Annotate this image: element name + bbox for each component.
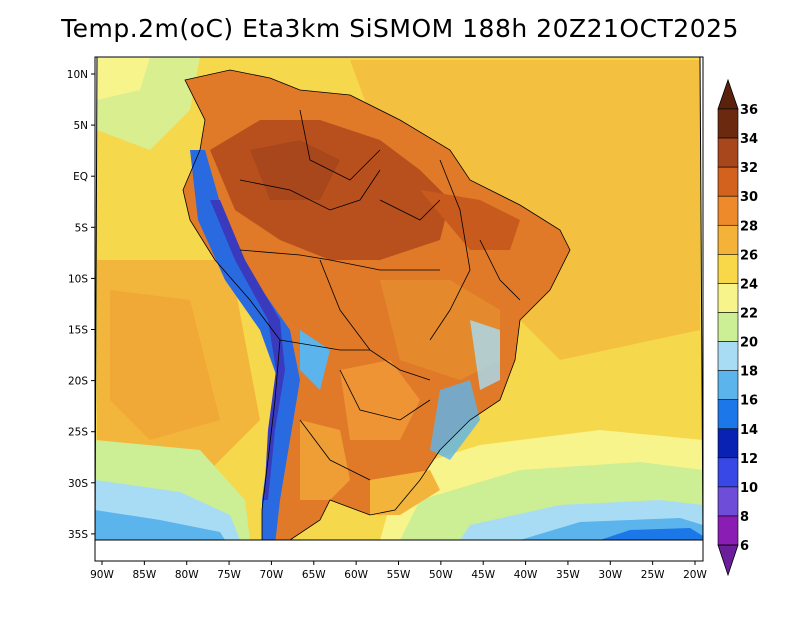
- latitude-axis: 10N 5N EQ 5S 10S 15S 20S 25S 30S 35S: [67, 69, 95, 541]
- lat-tick-label: 10S: [68, 273, 88, 285]
- colorbar-bin: [717, 108, 739, 139]
- lon-tick-label: 75W: [217, 569, 241, 581]
- colorbar: 36 34 32 30 28 26 24 22 20 18 16 14 12 10 8 6: [717, 78, 758, 577]
- colorbar-label: 30: [740, 190, 758, 205]
- colorbar-label: 32: [740, 161, 758, 176]
- lon-tick-label: 85W: [132, 569, 156, 581]
- lon-tick-label: 55W: [387, 569, 411, 581]
- colorbar-bin: [717, 399, 739, 430]
- lon-tick-label: 20W: [683, 569, 707, 581]
- colorbar-label: 28: [740, 219, 758, 234]
- colorbar-bin: [717, 195, 739, 226]
- colorbar-bin: [717, 224, 739, 255]
- colorbar-label: 22: [740, 306, 758, 321]
- colorbar-label: 16: [740, 394, 758, 409]
- lon-tick-label: 50W: [429, 569, 453, 581]
- lon-tick-label: 70W: [260, 569, 284, 581]
- colorbar-label: 20: [740, 336, 758, 351]
- colorbar-bin: [717, 283, 739, 313]
- lon-tick-label: 25W: [641, 569, 665, 581]
- colorbar-label: 12: [740, 452, 758, 467]
- colorbar-bin: [717, 370, 739, 401]
- lon-tick-label: 30W: [598, 569, 622, 581]
- colorbar-label: 24: [740, 277, 758, 292]
- colorbar-bin: [717, 341, 739, 371]
- colorbar-label: 14: [740, 423, 758, 438]
- lon-tick-label: 80W: [175, 569, 199, 581]
- colorbar-label: 18: [740, 365, 758, 380]
- colorbar-bin: [717, 457, 739, 488]
- lat-tick-label: 25S: [68, 427, 88, 439]
- colorbar-label: 10: [740, 481, 758, 496]
- lat-tick-label: 5S: [75, 222, 89, 234]
- lat-tick-label: 35S: [68, 529, 88, 541]
- lon-tick-label: 65W: [302, 569, 326, 581]
- lat-tick-label: 20S: [68, 376, 88, 388]
- colorbar-bin: [717, 515, 739, 546]
- colorbar-top-arrow: [717, 78, 739, 110]
- south-america-land: [183, 70, 570, 540]
- lat-tick-label: 5N: [73, 120, 88, 132]
- lon-tick-label: 35W: [556, 569, 580, 581]
- colorbar-label: 6: [740, 539, 749, 554]
- lon-tick-label: 40W: [514, 569, 538, 581]
- colorbar-bin: [717, 137, 739, 168]
- lon-tick-label: 45W: [471, 569, 495, 581]
- lat-tick-label: 10N: [67, 69, 88, 81]
- map-title: Temp.2m(oC) Eta3km SiSMOM 188h 20Z21OCT2…: [61, 14, 739, 43]
- longitude-axis: 90W 85W 80W 75W 70W 65W 60W 55W 50W 45W 40W 35W 30W 2…: [90, 561, 707, 581]
- lat-tick-label: EQ: [73, 171, 88, 183]
- colorbar-bin: [717, 486, 739, 517]
- lon-tick-label: 60W: [344, 569, 368, 581]
- colorbar-label: 36: [740, 103, 758, 118]
- colorbar-bin: [717, 254, 739, 284]
- colorbar-label: 34: [740, 132, 758, 147]
- colorbar-bin: [717, 312, 739, 342]
- lat-tick-label: 15S: [68, 325, 88, 337]
- lat-tick-label: 30S: [68, 478, 88, 490]
- colorbar-bottom-arrow: [717, 544, 739, 577]
- colorbar-label: 26: [740, 248, 758, 263]
- colorbar-label: 8: [740, 510, 749, 525]
- colorbar-bin: [717, 428, 739, 459]
- colorbar-bin: [717, 166, 739, 197]
- lon-tick-label: 90W: [90, 569, 114, 581]
- political-borders: [182, 69, 571, 540]
